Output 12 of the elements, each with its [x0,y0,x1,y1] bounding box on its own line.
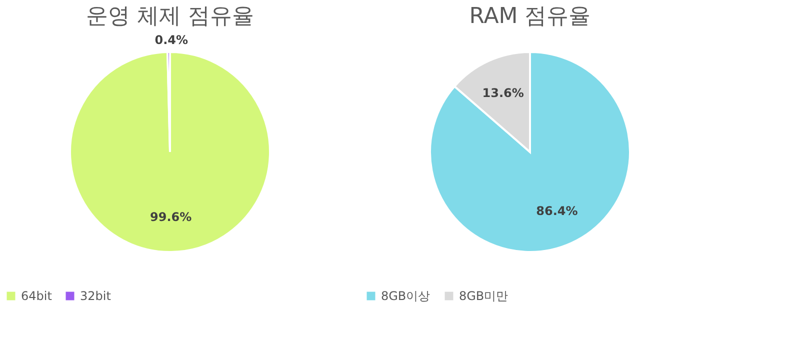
data-label: 86.4% [536,204,578,218]
legend-label: 32bit [80,289,112,303]
chart-title: 운영 체제 점유율 [86,4,254,29]
data-label: 99.6% [150,210,192,224]
data-label: 13.6% [482,86,524,100]
legend-label: 8GB미만 [459,289,508,303]
chart-title: RAM 점유율 [469,4,591,29]
pie-slice [429,51,631,253]
pie-slice [69,51,271,253]
data-label: 0.4% [154,33,188,48]
legend-label: 64bit [21,289,52,303]
legend-label: 8GB이상 [381,289,430,303]
